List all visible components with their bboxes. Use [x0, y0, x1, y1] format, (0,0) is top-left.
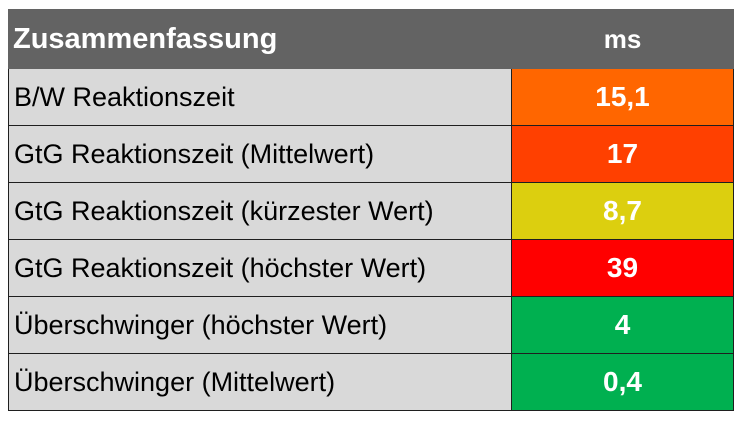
table-row: Überschwinger (Mittelwert) 0,4 [8, 353, 734, 411]
row-label-gtg-highest: GtG Reaktionszeit (höchster Wert) [8, 239, 512, 297]
row-label-overshoot-highest: Überschwinger (höchster Wert) [8, 296, 512, 354]
row-value-overshoot-average: 0,4 [511, 353, 734, 411]
header-unit: ms [511, 9, 734, 69]
table-row: B/W Reaktionszeit 15,1 [8, 68, 734, 126]
row-value-gtg-shortest: 8,7 [511, 182, 734, 240]
row-value-bw-reaction: 15,1 [511, 68, 734, 126]
table-row: GtG Reaktionszeit (kürzester Wert) 8,7 [8, 182, 734, 240]
summary-table: Zusammenfassung ms B/W Reaktionszeit 15,… [8, 9, 734, 411]
table-row: Überschwinger (höchster Wert) 4 [8, 296, 734, 354]
table-row: GtG Reaktionszeit (Mittelwert) 17 [8, 125, 734, 183]
row-label-bw-reaction: B/W Reaktionszeit [8, 68, 512, 126]
header-title: Zusammenfassung [8, 9, 512, 69]
table-header-row: Zusammenfassung ms [8, 9, 734, 69]
row-label-gtg-average: GtG Reaktionszeit (Mittelwert) [8, 125, 512, 183]
row-label-gtg-shortest: GtG Reaktionszeit (kürzester Wert) [8, 182, 512, 240]
row-value-gtg-highest: 39 [511, 239, 734, 297]
row-value-gtg-average: 17 [511, 125, 734, 183]
row-label-overshoot-average: Überschwinger (Mittelwert) [8, 353, 512, 411]
row-value-overshoot-highest: 4 [511, 296, 734, 354]
table-row: GtG Reaktionszeit (höchster Wert) 39 [8, 239, 734, 297]
